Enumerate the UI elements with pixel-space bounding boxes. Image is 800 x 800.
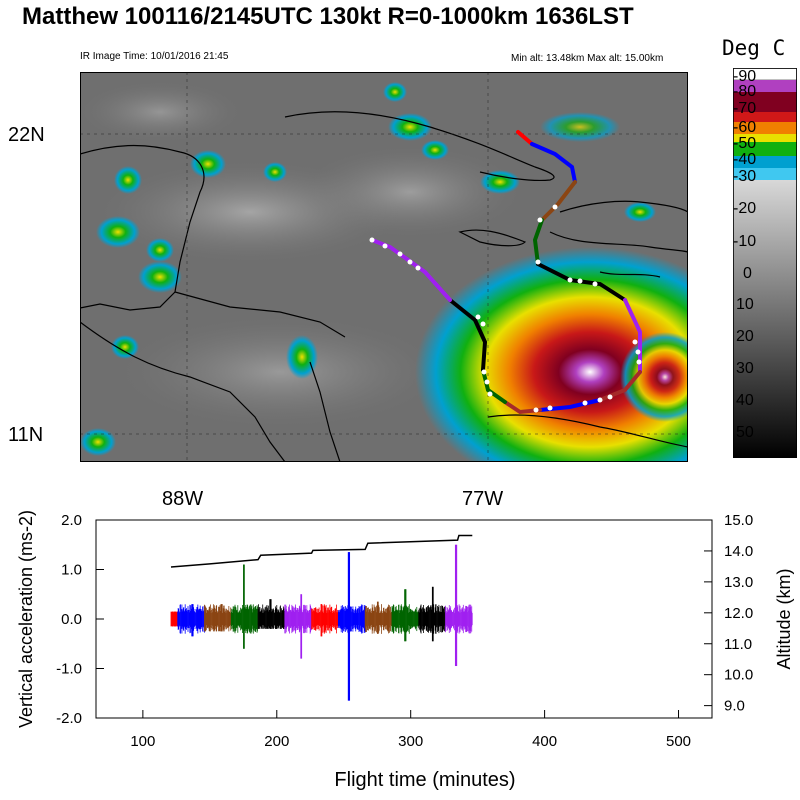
y2-tick-label: 14.0 [724, 543, 753, 560]
cbar-purple [733, 80, 797, 92]
cbar-label-m70: -70 [733, 100, 757, 117]
cbar-label-20: 20 [736, 328, 754, 345]
cbar-cyan [733, 156, 797, 168]
y2-tick-label: 12.0 [724, 605, 753, 622]
y-tick-label: -1.0 [56, 661, 82, 678]
x-tick-label: 300 [398, 733, 423, 750]
cbar-label-m10: -10 [733, 233, 757, 250]
y-tick-label: 0.0 [61, 611, 82, 628]
colorbar [733, 68, 797, 458]
y2-tick-label: 9.0 [724, 698, 745, 715]
cbar-label-m60: -60 [733, 119, 757, 136]
y2-tick-label: 13.0 [724, 574, 753, 591]
lat-label-22n: 22N [8, 124, 45, 146]
acceleration-series [170, 544, 473, 701]
x-tick-label: 200 [264, 733, 289, 750]
cbar-label-m80: -80 [733, 83, 757, 100]
cbar-label-10: 10 [736, 296, 754, 313]
y-axis-label: Vertical acceleration (ms-2) [16, 510, 36, 728]
cbar-label-40: 40 [736, 392, 754, 409]
cbar-label-m50: -50 [733, 135, 757, 152]
cbar-darkred [733, 92, 797, 112]
colorbar-title: Deg C [722, 36, 786, 60]
cbar-yellow [733, 134, 797, 142]
y2-tick-label: 15.0 [724, 512, 753, 529]
acceleration-segment [337, 552, 366, 701]
cbar-green [733, 142, 797, 156]
cbar-label-m40: -40 [733, 151, 757, 168]
acceleration-chart: 100 200 300 400 500 2.0 1.0 0.0 -1.0 -2.0 15.0 14… [16, 510, 794, 791]
y2-tick-label: 10.0 [724, 667, 753, 684]
lon-label-77w: 77W [462, 488, 504, 510]
x-tick-label: 100 [130, 733, 155, 750]
acceleration-segment [170, 611, 178, 627]
acceleration-segment [284, 594, 312, 659]
altitude-range: Min alt: 13.48km Max alt: 15.00km [511, 53, 664, 64]
y2-tick-label: 11.0 [724, 636, 752, 653]
x-tick-label: 400 [532, 733, 557, 750]
x-tick-label: 500 [666, 733, 691, 750]
flight-track [370, 130, 642, 415]
cbar-orange [733, 122, 797, 134]
acceleration-segment [364, 601, 393, 634]
cbar-label-50: 50 [736, 424, 754, 441]
cbar-label-m20: -20 [733, 200, 757, 217]
acceleration-segment [418, 586, 446, 642]
cbar-red [733, 112, 797, 122]
altitude-series [170, 534, 473, 568]
coastlines [80, 111, 688, 462]
cbar-lightblue [733, 168, 797, 180]
lon-label-88w: 88W [162, 488, 204, 510]
graticule [80, 72, 688, 462]
ir-image-time: IR Image Time: 10/01/2016 21:45 [80, 51, 229, 62]
satellite-map [80, 72, 688, 462]
y-tick-label: 2.0 [61, 512, 82, 529]
cbar-label-30: 30 [736, 360, 754, 377]
altitude-line [170, 534, 473, 568]
acceleration-segment [204, 604, 232, 632]
y2-axis-label: Altitude (km) [774, 568, 794, 669]
lat-label-11n: 11N [8, 424, 44, 446]
acceleration-segment [230, 564, 259, 649]
cbar-gray [733, 180, 797, 458]
acceleration-segment [257, 599, 286, 629]
cbar-label-m30: -30 [733, 168, 757, 185]
x-axis-label: Flight time (minutes) [334, 769, 515, 791]
acceleration-segment [445, 544, 473, 667]
map-canvas [80, 72, 688, 462]
hurricane-cloud-shield [415, 247, 688, 462]
cbar-label-m90: -90 [733, 68, 757, 85]
acceleration-segment [177, 604, 205, 637]
dropsonde-points [369, 204, 642, 413]
acceleration-segment [391, 589, 420, 642]
y-tick-label: 1.0 [61, 562, 82, 579]
y-tick-label: -2.0 [56, 710, 82, 727]
chart-title: Matthew 100116/2145UTC 130kt R=0-1000km … [22, 3, 634, 30]
cbar-label-0: 0 [743, 265, 752, 282]
